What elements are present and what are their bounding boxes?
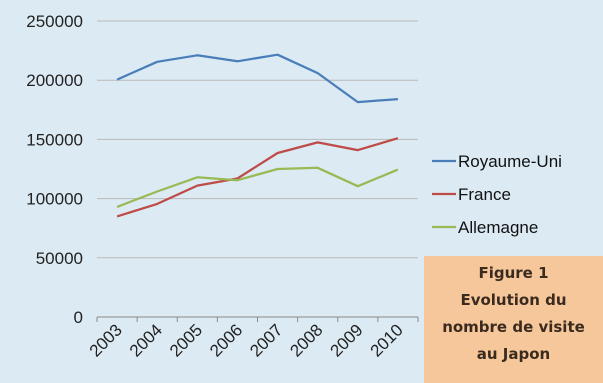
caption-line-3: nombre de visite xyxy=(442,318,585,336)
caption-line-4: au Japon xyxy=(476,345,551,363)
x-tick-label: 2006 xyxy=(206,320,246,360)
legend-label: Allemagne xyxy=(458,218,538,237)
legend: Royaume-Uni France Allemagne xyxy=(432,152,562,237)
x-tick-label: 2004 xyxy=(126,320,166,360)
y-tick-label: 200000 xyxy=(26,71,83,90)
x-tick-label: 2007 xyxy=(246,320,286,360)
y-tick-label: 0 xyxy=(74,308,83,327)
x-tick-label: 2010 xyxy=(367,320,407,360)
x-tick-label: 2003 xyxy=(86,320,126,360)
caption-line-2: Evolution du xyxy=(460,291,567,309)
y-tick-label: 250000 xyxy=(26,12,83,31)
y-tick-label: 150000 xyxy=(26,130,83,149)
series-line xyxy=(116,53,398,104)
x-tick-label: 2009 xyxy=(326,320,366,360)
grid-lines xyxy=(97,20,418,259)
series-lines xyxy=(116,53,399,218)
legend-label: France xyxy=(458,185,511,204)
caption-line-1: Figure 1 xyxy=(478,264,549,282)
y-tick-label: 100000 xyxy=(26,190,83,209)
x-tick-label: 2005 xyxy=(166,320,206,360)
figure-caption-box: Figure 1 Evolution du nombre de visite a… xyxy=(424,256,603,383)
x-tick-label: 2008 xyxy=(286,320,326,360)
series-line xyxy=(116,166,399,208)
legend-label: Royaume-Uni xyxy=(458,152,562,171)
y-tick-label: 50000 xyxy=(36,249,83,268)
series-line xyxy=(116,137,399,218)
